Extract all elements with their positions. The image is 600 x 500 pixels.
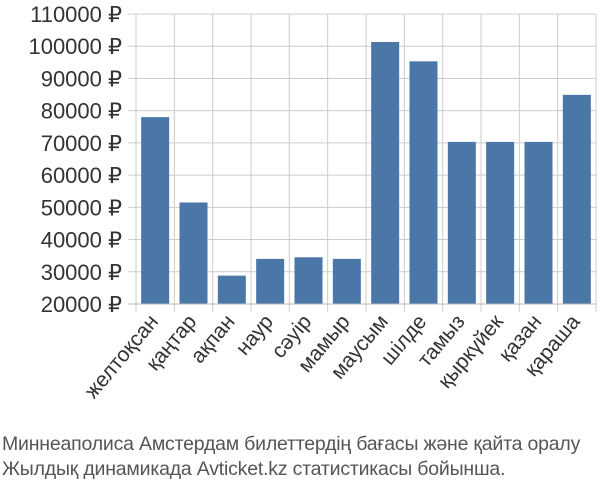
bar-0: [141, 117, 170, 304]
bar-2: [217, 275, 246, 304]
grid: [128, 13, 597, 312]
y-tick-label: 50000 ₽: [41, 195, 122, 220]
y-tick-label: 70000 ₽: [41, 131, 122, 156]
x-tick-labels: желтоқсанқаңтарақпаннаурсәуірмамырмаусым…: [80, 310, 585, 403]
y-tick-label: 40000 ₽: [41, 228, 122, 253]
bar-3: [256, 258, 285, 304]
y-tick-label: 90000 ₽: [41, 66, 122, 91]
y-tick-label: 80000 ₽: [41, 99, 122, 124]
x-tick-label: ақпан: [186, 310, 239, 367]
chart: 20000 ₽ 30000 ₽ 40000 ₽ 50000 ₽ 60000 ₽ 70000…: [28, 2, 597, 403]
y-tick-label: 60000 ₽: [41, 163, 122, 188]
bar-8: [447, 141, 476, 304]
caption-line-2: Жылдық динамикада Avticket.kz статистика…: [2, 458, 506, 480]
bar-1: [179, 202, 208, 304]
bar-4: [294, 257, 323, 304]
y-tick-label: 30000 ₽: [41, 260, 122, 285]
bar-7: [409, 61, 438, 304]
bar-10: [524, 141, 553, 304]
caption-line-1: Миннеаполиса Амстердам билеттердің бағас…: [2, 433, 581, 455]
bar-5: [332, 258, 361, 304]
bar-11: [562, 94, 591, 304]
bar-6: [371, 42, 400, 305]
y-tick-labels: 20000 ₽ 30000 ₽ 40000 ₽ 50000 ₽ 60000 ₽ 70000…: [28, 2, 122, 317]
y-tick-label: 100000 ₽: [28, 34, 122, 59]
y-tick-label: 110000 ₽: [30, 2, 122, 27]
bars: [141, 42, 591, 305]
bar-9: [486, 141, 515, 304]
y-tick-label: 20000 ₽: [41, 292, 122, 317]
bar-chart: 20000 ₽ 30000 ₽ 40000 ₽ 50000 ₽ 60000 ₽ 70000…: [28, 2, 597, 403]
